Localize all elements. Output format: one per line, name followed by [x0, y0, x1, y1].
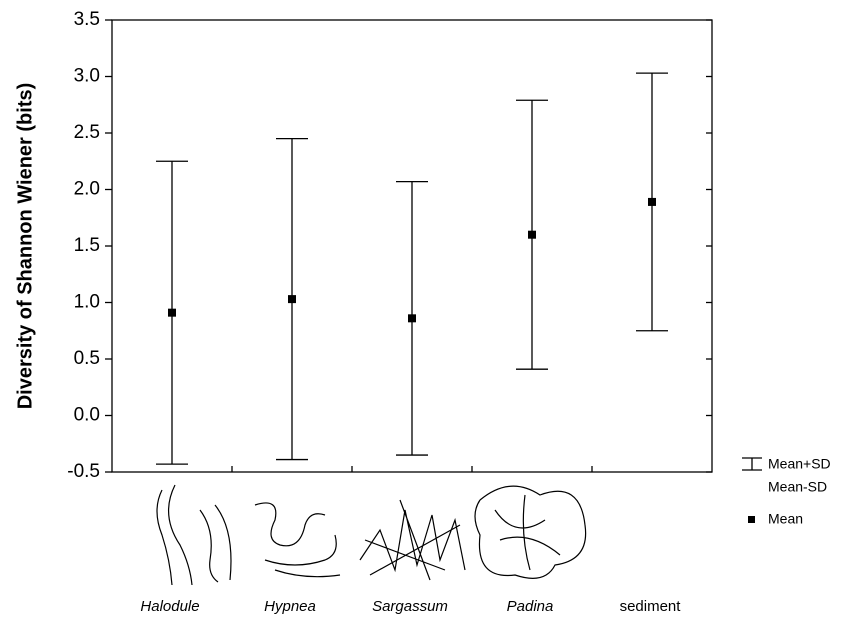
x-tick-label: Sargassum — [372, 598, 448, 615]
y-tick-label: 1.0 — [74, 292, 100, 313]
x-tick-label: Padina — [507, 598, 554, 615]
sargassum-drawing — [359, 499, 466, 581]
y-tick-label: 0.0 — [74, 405, 100, 426]
y-tick-label: 2.5 — [74, 122, 100, 143]
y-tick-label: 0.5 — [74, 348, 100, 369]
plant-illustrations — [156, 484, 587, 586]
mean-marker — [288, 295, 296, 304]
legend-label: Mean+SD — [768, 456, 831, 472]
x-tick-label: Halodule — [140, 598, 199, 615]
halodule-drawing — [156, 484, 232, 586]
legend-mean-symbol — [748, 516, 755, 523]
y-tick-label: 1.5 — [74, 235, 100, 256]
y-tick-label: 2.0 — [74, 179, 100, 200]
legend-errorbar-symbol — [742, 457, 762, 471]
legend-label: Mean — [768, 511, 803, 527]
hypnea-drawing — [254, 502, 341, 578]
y-tick-label: 3.5 — [74, 9, 100, 30]
mean-marker — [408, 314, 416, 323]
x-tick-label: Hypnea — [264, 598, 316, 615]
y-tick-label: -0.5 — [67, 461, 100, 482]
x-tick-label: sediment — [620, 598, 682, 615]
mean-marker — [648, 197, 656, 206]
y-tick-label: 3.0 — [74, 66, 100, 87]
legend-label: Mean-SD — [768, 479, 827, 495]
mean-marker — [528, 230, 536, 239]
y-axis-label: Diversity of Shannon Wiener (bits) — [14, 83, 36, 410]
padina-drawing — [474, 485, 587, 579]
mean-marker — [168, 308, 176, 317]
